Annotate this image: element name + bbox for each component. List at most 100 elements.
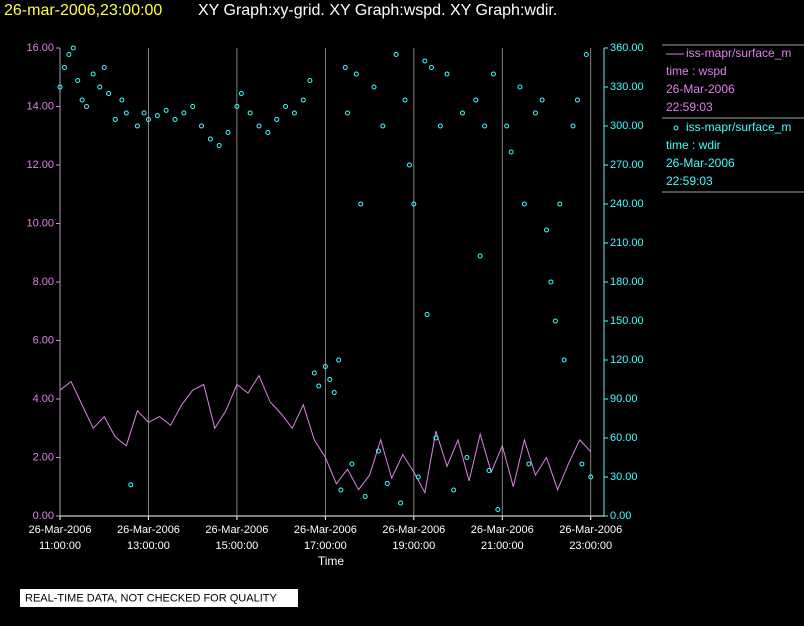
legend-line: 26-Mar-2006 <box>666 82 735 96</box>
data-point <box>216 143 222 148</box>
data-point <box>517 84 523 90</box>
data-point <box>349 461 355 467</box>
y2-tick-label: 0.00 <box>610 510 631 522</box>
data-point <box>331 390 337 395</box>
data-point <box>75 78 81 83</box>
data-point <box>486 468 492 473</box>
data-point <box>283 104 289 109</box>
data-point <box>539 97 545 103</box>
title-time: 26-mar-2006,23:00:00 <box>4 2 162 19</box>
data-point <box>548 279 554 285</box>
data-point <box>552 318 558 324</box>
data-point <box>371 84 377 90</box>
legend-name: iss-mapr/surface_m <box>686 46 791 60</box>
data-point <box>342 65 348 70</box>
x-tick-label: 26-Mar-2006 <box>471 524 534 536</box>
data-point <box>422 58 428 64</box>
legend-name: iss-mapr/surface_m <box>686 120 791 134</box>
data-point <box>380 123 386 129</box>
data-point <box>490 71 496 77</box>
data-point <box>238 91 244 96</box>
y-tick-label: 10.00 <box>26 217 54 229</box>
data-point <box>181 110 187 116</box>
data-point <box>307 78 313 83</box>
data-point <box>247 110 253 116</box>
data-point <box>544 227 550 233</box>
data-point <box>311 370 317 376</box>
data-point <box>375 448 381 454</box>
x-axis-label: Time <box>318 554 345 568</box>
legend-line: time : wdir <box>666 138 721 152</box>
y-tick-label: 8.00 <box>33 276 54 288</box>
data-point <box>398 500 404 506</box>
data-point <box>424 312 430 317</box>
data-point <box>473 97 479 103</box>
x-tick-label: 26-Mar-2006 <box>117 524 180 536</box>
data-point <box>406 162 412 168</box>
data-point <box>429 65 435 70</box>
data-point <box>101 65 107 70</box>
data-point <box>444 71 450 77</box>
x-tick-label: 23:00:00 <box>569 540 612 552</box>
y2-tick-label: 60.00 <box>610 432 638 444</box>
data-point <box>336 357 342 363</box>
x-tick-label: 19:00:00 <box>392 540 435 552</box>
y2-tick-label: 270.00 <box>610 159 644 171</box>
data-point <box>90 71 96 77</box>
legend-line: 22:59:03 <box>666 174 713 188</box>
y2-tick-label: 360.00 <box>610 42 644 54</box>
data-point <box>561 357 567 363</box>
data-point <box>190 104 196 109</box>
data-point <box>106 91 112 96</box>
x-tick-label: 21:00:00 <box>481 540 524 552</box>
data-point <box>477 253 483 259</box>
data-point <box>384 481 390 486</box>
data-point <box>154 113 160 119</box>
data-point <box>79 97 85 103</box>
y-tick-label: 0.00 <box>33 510 54 522</box>
title-graphs: XY Graph:xy-grid. XY Graph:wspd. XY Grap… <box>198 2 557 19</box>
data-point <box>234 104 240 109</box>
legend-swatch <box>673 125 679 131</box>
data-point <box>57 84 63 90</box>
x-tick-label: 15:00:00 <box>215 540 258 552</box>
data-point <box>225 130 231 135</box>
data-point <box>508 149 514 155</box>
x-tick-label: 26-Mar-2006 <box>559 524 622 536</box>
data-point <box>433 435 439 441</box>
x-tick-label: 26-Mar-2006 <box>382 524 445 536</box>
data-point <box>362 494 368 499</box>
x-tick-label: 26-Mar-2006 <box>29 524 92 536</box>
x-tick-label: 13:00:00 <box>127 540 170 552</box>
data-point <box>112 117 118 122</box>
data-point <box>199 123 205 129</box>
y2-tick-label: 330.00 <box>610 81 644 93</box>
data-point <box>70 45 76 51</box>
data-point <box>532 110 538 116</box>
data-point <box>451 487 457 493</box>
data-point <box>495 507 501 512</box>
data-point <box>291 110 297 116</box>
data-point <box>207 136 213 142</box>
data-point <box>574 97 580 103</box>
y2-tick-label: 30.00 <box>610 471 638 483</box>
data-point <box>66 52 72 57</box>
data-point <box>402 97 408 103</box>
data-point <box>265 130 271 135</box>
data-point <box>172 117 178 122</box>
y-tick-label: 2.00 <box>33 451 54 463</box>
x-tick-label: 11:00:00 <box>39 540 81 552</box>
data-point <box>274 117 280 122</box>
data-point <box>327 377 333 382</box>
data-point <box>141 110 147 116</box>
y2-tick-label: 90.00 <box>610 393 638 405</box>
x-tick-label: 26-Mar-2006 <box>294 524 357 536</box>
data-point <box>123 110 129 116</box>
data-point <box>557 201 563 207</box>
legend-line: 26-Mar-2006 <box>666 156 735 170</box>
y-tick-label: 4.00 <box>33 393 54 405</box>
data-point <box>128 482 134 488</box>
data-point <box>300 97 306 103</box>
data-point <box>163 107 169 113</box>
